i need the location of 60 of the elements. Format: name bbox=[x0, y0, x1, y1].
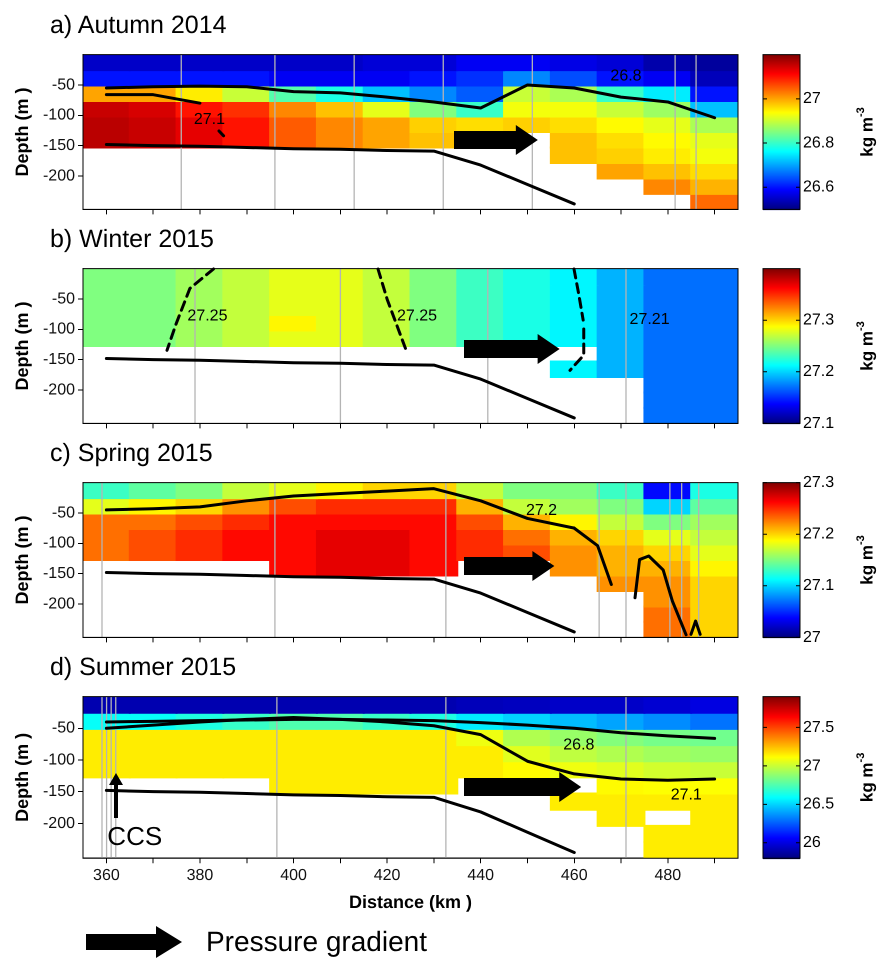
y-tick-label: -100 bbox=[42, 106, 76, 124]
x-tick-label: 440 bbox=[467, 867, 494, 884]
y-tick-label: -100 bbox=[42, 320, 76, 338]
color-bar-label: 27.1 bbox=[803, 414, 834, 432]
color-bar-label: 26.6 bbox=[803, 178, 834, 196]
annotation: 26.8 bbox=[563, 736, 595, 754]
annotation: 27.25 bbox=[187, 307, 228, 324]
y-tick-label: -100 bbox=[42, 751, 76, 768]
annotation: 26.8 bbox=[610, 68, 642, 85]
x-tick-label: 420 bbox=[374, 867, 401, 884]
color-bar-label: 27.2 bbox=[803, 363, 834, 380]
y-tick-label: -50 bbox=[52, 76, 76, 94]
annotation: 27.2 bbox=[526, 502, 558, 519]
y-tick-label: -200 bbox=[42, 595, 76, 612]
color-bar-label: 27.5 bbox=[803, 718, 834, 736]
color-bar-label: 27.3 bbox=[803, 312, 834, 329]
color-bar-label: 26.8 bbox=[803, 134, 834, 152]
y-tick-label: -200 bbox=[42, 167, 76, 184]
color-bar-label: 27.2 bbox=[803, 526, 834, 543]
y-tick-label: -150 bbox=[42, 783, 76, 800]
y-tick-label: -200 bbox=[42, 381, 76, 398]
color-bar-label: 26 bbox=[803, 834, 821, 852]
color-bar-label: 27 bbox=[803, 757, 821, 774]
annotation: 27.1 bbox=[194, 111, 226, 128]
x-tick-label: 360 bbox=[93, 867, 120, 884]
y-tick-label: -50 bbox=[52, 290, 76, 308]
y-tick-label: -100 bbox=[42, 534, 76, 552]
color-bar-label: 26.5 bbox=[803, 796, 834, 813]
annotation: 27.21 bbox=[630, 311, 670, 328]
y-tick-label: -50 bbox=[52, 720, 76, 737]
color-bar-label: 27 bbox=[803, 628, 821, 646]
annotation: CCS bbox=[107, 821, 162, 852]
chart-title: b) Winter 2015 bbox=[49, 224, 215, 255]
chart-title: d) Summer 2015 bbox=[49, 652, 238, 683]
x-tick-label: 480 bbox=[654, 867, 682, 884]
color-bar-label: 27.1 bbox=[803, 577, 834, 594]
y-axis-title: Depth (m ) bbox=[12, 516, 32, 604]
chart-title: a) Autumn 2014 bbox=[49, 10, 228, 41]
color-bar-title: kg m-3 bbox=[855, 321, 877, 371]
y-tick-label: -200 bbox=[42, 814, 76, 832]
text: Pressure gradient bbox=[206, 926, 428, 958]
x-tick-label: 460 bbox=[560, 867, 588, 884]
color-bar-label: 27 bbox=[803, 90, 821, 108]
x-tick-label: 400 bbox=[280, 867, 307, 884]
y-axis-title: Depth (m ) bbox=[12, 88, 32, 176]
y-tick-label: -150 bbox=[42, 565, 76, 582]
y-axis-title: Depth (m ) bbox=[12, 302, 32, 390]
color-bar-label: 27.3 bbox=[803, 474, 834, 492]
color-bar-title: kg m-3 bbox=[855, 107, 877, 157]
x-tick-label: 380 bbox=[186, 867, 214, 884]
y-tick-label: -150 bbox=[42, 137, 76, 154]
color-bar-title: kg m-3 bbox=[855, 535, 877, 585]
y-tick-label: -50 bbox=[52, 504, 76, 522]
x-axis-title: Distance (km ) bbox=[348, 892, 472, 912]
color-bar-title: kg m-3 bbox=[855, 752, 877, 802]
chart-title: c) Spring 2015 bbox=[49, 438, 214, 469]
annotation: 27.25 bbox=[397, 307, 438, 324]
y-tick-label: -150 bbox=[42, 351, 76, 368]
y-axis-title: Depth (m ) bbox=[12, 732, 32, 822]
annotation: 27.1 bbox=[670, 786, 702, 804]
